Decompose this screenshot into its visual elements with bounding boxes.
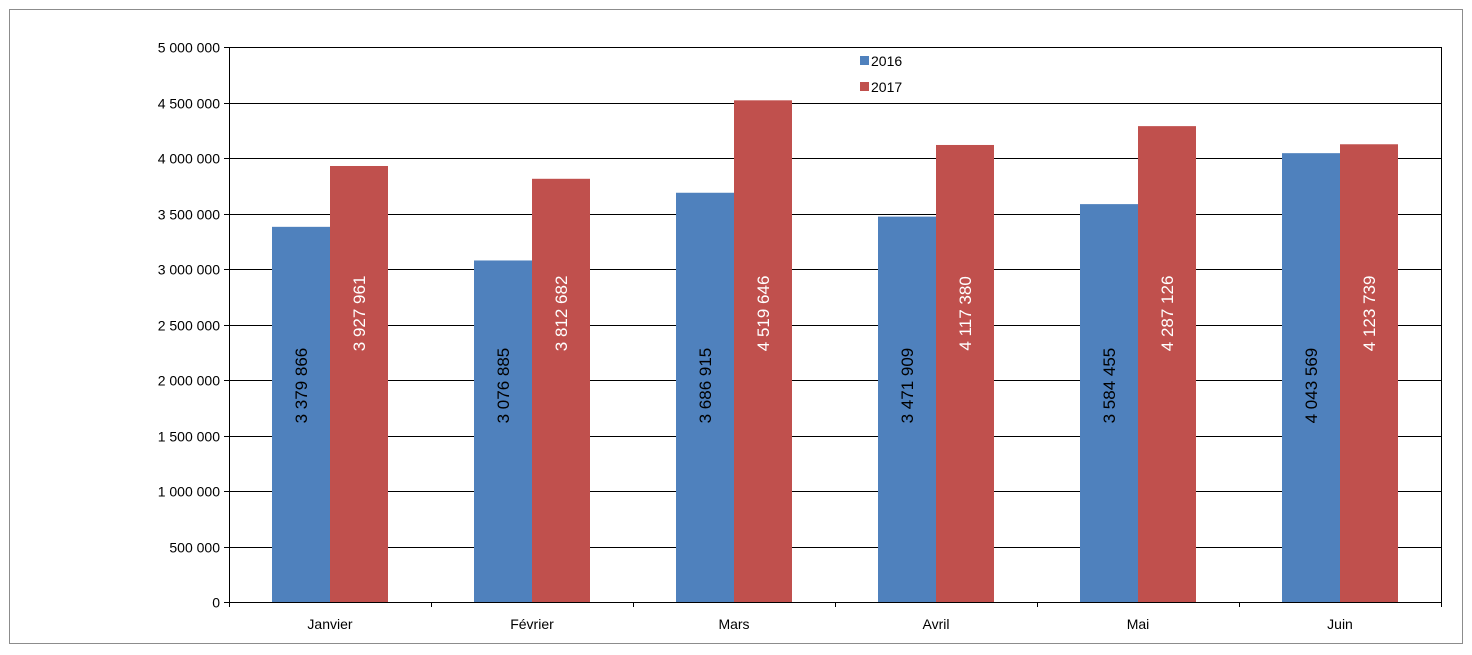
y-tick-label: 3 000 000 <box>158 262 220 278</box>
y-tick-label: 4 000 000 <box>158 151 220 167</box>
data-label: 3 812 682 <box>552 276 571 352</box>
bar <box>330 165 388 602</box>
bar <box>676 192 734 602</box>
x-tick-label: Avril <box>923 616 950 632</box>
data-label: 3 471 909 <box>898 348 917 424</box>
axes: 0 500 000 1 000 000 1 500 000 2 000 000 2 500… <box>158 40 1442 632</box>
y-tick-label: 1 500 000 <box>158 429 220 445</box>
bar <box>272 226 330 602</box>
x-tick-label: Mai <box>1127 616 1150 632</box>
y-tick-label: 5 000 000 <box>158 40 220 56</box>
y-tick-label: 500 000 <box>169 540 220 556</box>
y-tick-label: 2 500 000 <box>158 318 220 334</box>
y-tick-label: 1 000 000 <box>158 484 220 500</box>
x-tick-label: Février <box>510 616 554 632</box>
legend-swatch <box>860 82 869 91</box>
bar <box>1340 144 1398 603</box>
x-tick-label: Janvier <box>307 616 352 632</box>
y-tick-label: 2 000 000 <box>158 373 220 389</box>
bars <box>272 100 1398 603</box>
data-label: 4 117 380 <box>956 276 975 350</box>
x-tick-label: Mars <box>718 616 749 632</box>
data-label: 3 076 885 <box>494 348 513 424</box>
data-label: 4 287 126 <box>1158 276 1177 352</box>
bar <box>878 216 936 602</box>
data-label: 4 123 739 <box>1360 276 1379 352</box>
legend-label: 2016 <box>871 53 902 69</box>
data-label: 3 584 455 <box>1100 348 1119 424</box>
y-tick-label: 4 500 000 <box>158 96 220 112</box>
x-tick-label: Juin <box>1327 616 1353 632</box>
legend-label: 2017 <box>871 79 902 95</box>
legend: 2016 2017 <box>860 53 902 95</box>
data-label: 3 379 866 <box>292 348 311 424</box>
data-label: 3 686 915 <box>696 348 715 424</box>
legend-swatch <box>860 56 869 65</box>
bar <box>532 178 590 602</box>
bar <box>474 260 532 602</box>
data-label: 3 927 961 <box>350 276 369 352</box>
data-label: 4 519 646 <box>754 276 773 352</box>
bar <box>734 100 792 602</box>
y-tick-label: 3 500 000 <box>158 207 220 223</box>
bar <box>1282 153 1340 603</box>
data-label: 4 043 569 <box>1302 348 1321 424</box>
bar <box>1080 204 1138 602</box>
gridlines <box>229 47 1441 548</box>
data-labels: 3 379 866 3 927 961 3 076 885 3 812 682 3 68… <box>292 276 1379 424</box>
y-tick-label: 0 <box>212 595 220 611</box>
bar <box>1138 126 1196 602</box>
bar <box>936 144 994 602</box>
